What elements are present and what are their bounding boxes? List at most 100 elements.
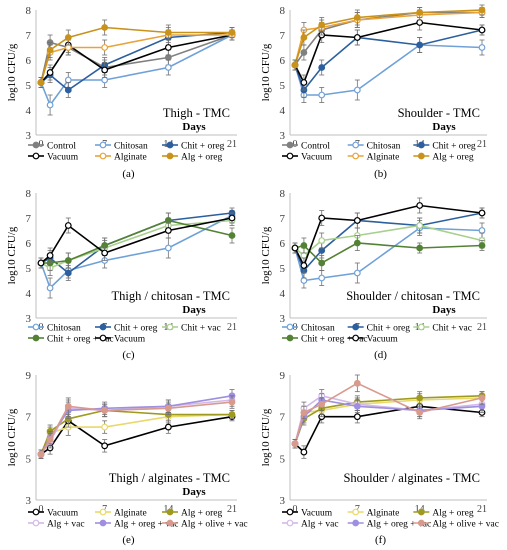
legend-label: Chitosan [47, 324, 81, 334]
data-point [353, 379, 361, 387]
series-alg-olive-vac [291, 374, 486, 449]
legend-label: Control [47, 142, 76, 152]
data-point [164, 44, 172, 51]
y-tick-label: 3 [280, 313, 286, 325]
data-point [228, 232, 236, 239]
data-point [164, 64, 172, 71]
data-point [101, 423, 109, 431]
legend-swatch-marker [99, 152, 107, 160]
x-tick-label: 0 [293, 504, 298, 515]
data-point [318, 400, 326, 408]
legend-label: Alg + vac [301, 520, 339, 530]
legend-item: Vacuum [282, 509, 333, 519]
x-tick-label: 21 [477, 139, 487, 150]
data-point [64, 269, 72, 277]
legend-item: Chitosan [347, 142, 401, 152]
data-point [300, 448, 308, 456]
y-tick-label: 5 [26, 80, 32, 92]
y-tick-label: 6 [280, 238, 286, 250]
legend-label: Chit + oreg + vac [47, 335, 114, 345]
data-point [64, 222, 72, 229]
y-axis-label: log10 CFU/g [260, 408, 272, 466]
y-tick-label: 8 [280, 188, 286, 200]
series-line [294, 382, 483, 445]
data-point [300, 49, 308, 56]
y-tick-label: 5 [280, 263, 286, 275]
panel-label: (b) [374, 168, 387, 180]
data-point [164, 54, 172, 61]
legend-label: Alg + oreg [181, 509, 222, 519]
data-point [318, 237, 326, 244]
legend-label: Alg + oreg [432, 509, 473, 519]
legend-item: Chit + oreg + vac [28, 335, 114, 345]
x-tick-label: 21 [227, 139, 237, 150]
legend-label: Chit + vac [432, 324, 472, 334]
data-point [164, 404, 172, 412]
panel-label: (a) [122, 168, 135, 180]
data-point [478, 44, 486, 51]
chart-title: Shoulder - TMC [398, 106, 480, 120]
legend-label: Alg + olive + vac [181, 520, 248, 530]
legend-label: Vacuum [301, 153, 333, 163]
legend-swatch-marker [32, 141, 40, 149]
data-point [164, 244, 172, 252]
legend-swatch-marker [417, 519, 425, 527]
legend-item: Chitosan [28, 324, 81, 334]
y-tick-label: 3 [26, 130, 32, 142]
legend-item: Chit + vac [413, 324, 472, 334]
legend-swatch-marker [286, 323, 294, 331]
legend-item: Chitosan [95, 142, 148, 152]
data-point [300, 252, 308, 259]
y-axis-label: log10 CFU/g [6, 408, 18, 466]
data-point [164, 227, 172, 234]
y-axis-label: log10 CFU/g [260, 226, 272, 284]
chart-title: Shoulder / chitosan - TMC [346, 289, 480, 303]
legend-item: Control [28, 142, 76, 152]
series-vacuum [291, 197, 486, 274]
y-axis-label: log10 CFU/g [6, 226, 18, 284]
y-axis-label: log10 CFU/g [6, 43, 18, 101]
y-tick-label: 5 [26, 263, 32, 275]
data-point [353, 34, 361, 41]
y-tick-label: 6 [26, 238, 32, 250]
legend-label: Alg + olive + vac [432, 520, 499, 530]
data-point [64, 86, 72, 94]
legend-label: Alginate [367, 153, 400, 163]
y-tick-label: 3 [280, 495, 286, 507]
x-tick-label: 21 [227, 504, 237, 515]
data-point [46, 46, 54, 54]
legend-swatch-marker [286, 152, 294, 160]
data-point [291, 440, 299, 448]
data-point [416, 409, 424, 416]
y-tick-label: 3 [280, 130, 286, 142]
x-tick-label: 21 [477, 322, 487, 333]
data-point [318, 64, 326, 71]
y-tick-label: 7 [280, 412, 286, 424]
legend-swatch-marker [417, 323, 425, 331]
y-tick-label: 3 [26, 495, 32, 507]
data-point [300, 262, 308, 269]
legend-swatch-marker [417, 141, 425, 149]
y-tick-label: 8 [26, 188, 32, 200]
legend-item: Alg + olive + vac [413, 520, 499, 530]
legend-swatch-marker [99, 323, 107, 331]
y-tick-label: 4 [280, 105, 286, 117]
chart-title: Shoulder / alginates - TMC [343, 471, 480, 485]
legend-label: Chit + oreg [432, 142, 476, 152]
data-point [101, 442, 109, 450]
data-point [37, 79, 45, 86]
legend-item: Vacuum [28, 153, 79, 163]
y-axis-label: log10 CFU/g [260, 43, 272, 101]
data-point [478, 242, 486, 249]
series-line [294, 9, 483, 66]
legend-label: Chit + vac [181, 324, 221, 334]
y-tick-label: 4 [280, 288, 286, 300]
legend-label: Alginate [114, 509, 147, 519]
legend-item: Vacuum [347, 335, 398, 345]
legend-swatch-marker [417, 508, 425, 516]
data-point [478, 227, 486, 234]
